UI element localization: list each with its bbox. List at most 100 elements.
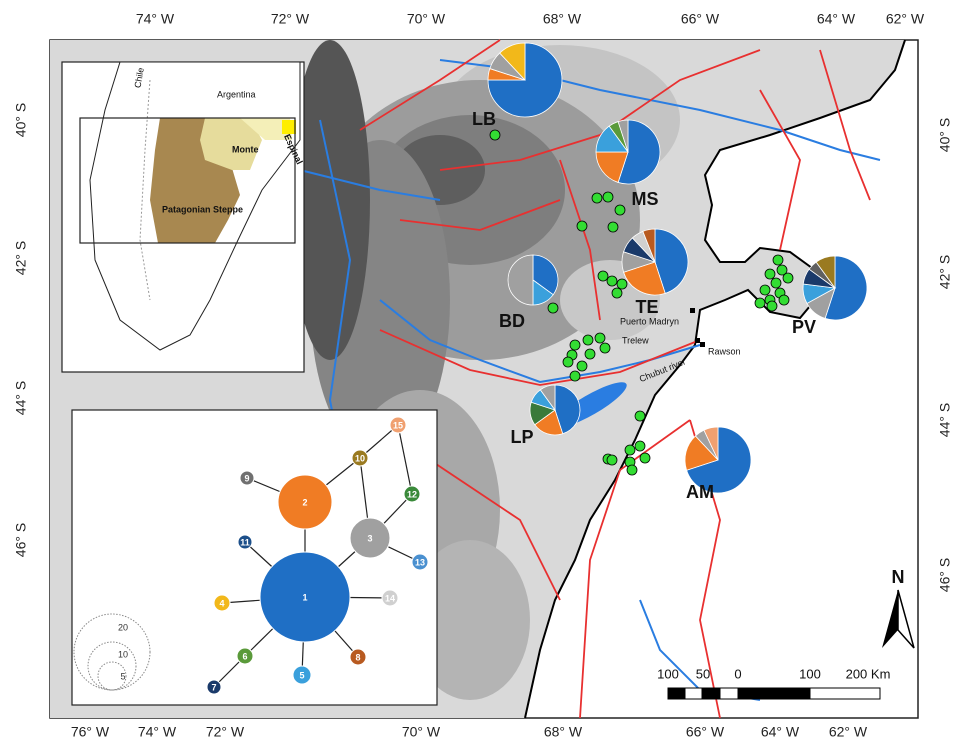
haplotype-label: 8 xyxy=(355,652,360,662)
map: LBMSTEBDPVLPAMPuerto MadrynTrelewRawsonC… xyxy=(0,0,970,748)
site-label: LP xyxy=(510,427,533,447)
size-legend-label: 5 xyxy=(120,671,125,681)
haplotype-label: 3 xyxy=(367,533,372,543)
city xyxy=(690,308,695,313)
sample-site xyxy=(755,298,765,308)
lon-label-bottom: 68° W xyxy=(544,724,583,740)
place-label: Puerto Madryn xyxy=(620,316,679,326)
sample-site xyxy=(548,303,558,313)
sample-site xyxy=(760,285,770,295)
sample-site xyxy=(600,343,610,353)
sample-site xyxy=(635,411,645,421)
inset-label: Monte xyxy=(232,144,259,154)
lat-label-left: 46° S xyxy=(13,523,29,557)
scale-label: 0 xyxy=(734,666,741,681)
lat-label-right: 44° S xyxy=(937,403,953,437)
sample-site xyxy=(617,279,627,289)
city xyxy=(700,342,705,347)
haplotype-label: 11 xyxy=(240,537,250,547)
sample-site xyxy=(607,455,617,465)
site-label: LB xyxy=(472,109,496,129)
scale-segment xyxy=(702,688,720,699)
lon-label-bottom: 66° W xyxy=(686,724,725,740)
lat-label-left: 44° S xyxy=(13,381,29,415)
lon-label-top: 64° W xyxy=(817,11,856,27)
sample-site xyxy=(577,361,587,371)
sample-site xyxy=(779,295,789,305)
scale-segment xyxy=(738,688,810,699)
sample-site xyxy=(771,278,781,288)
lon-label-top: 72° W xyxy=(271,11,310,27)
sample-site xyxy=(490,130,500,140)
north-label: N xyxy=(892,567,905,587)
haplotype-label: 12 xyxy=(407,489,417,499)
sample-site xyxy=(783,273,793,283)
scale-segment xyxy=(720,688,738,699)
haplotype-label: 7 xyxy=(211,682,216,692)
city xyxy=(695,338,700,343)
network-frame xyxy=(72,410,437,705)
lon-label-bottom: 62° W xyxy=(829,724,868,740)
highlight xyxy=(282,120,296,134)
sample-site xyxy=(598,271,608,281)
sample-site xyxy=(615,205,625,215)
haplotype-label: 14 xyxy=(385,593,395,603)
sample-site xyxy=(608,222,618,232)
lat-label-left: 40° S xyxy=(13,103,29,137)
lat-label-left: 42° S xyxy=(13,241,29,275)
sample-site xyxy=(570,371,580,381)
sample-site xyxy=(563,357,573,367)
sample-site xyxy=(640,453,650,463)
site-label: PV xyxy=(792,317,816,337)
sample-site xyxy=(627,465,637,475)
lon-label-bottom: 74° W xyxy=(138,724,177,740)
scale-segment xyxy=(810,688,880,699)
sample-site xyxy=(583,335,593,345)
lon-label-top: 66° W xyxy=(681,11,720,27)
haplotype-label: 10 xyxy=(355,453,365,463)
haplotype-label: 6 xyxy=(242,651,247,661)
lon-label-top: 74° W xyxy=(136,11,175,27)
scale-label: 100 xyxy=(657,666,679,681)
lon-label-top: 68° W xyxy=(543,11,582,27)
size-legend-label: 10 xyxy=(118,649,128,659)
sample-site xyxy=(603,192,613,202)
sample-site xyxy=(577,221,587,231)
inset-label: Argentina xyxy=(217,89,256,99)
haplotype-label: 4 xyxy=(219,598,224,608)
sample-site xyxy=(585,349,595,359)
lon-label-top: 62° W xyxy=(886,11,925,27)
haplotype-label: 2 xyxy=(302,497,307,507)
lat-label-right: 46° S xyxy=(937,558,953,592)
lon-label-bottom: 64° W xyxy=(761,724,800,740)
sample-site xyxy=(765,269,775,279)
site-label: TE xyxy=(635,297,658,317)
site-label: BD xyxy=(499,311,525,331)
haplotype-label: 5 xyxy=(299,670,304,680)
scale-segment xyxy=(685,688,702,699)
scale-label: 200 Km xyxy=(846,666,891,681)
sample-site xyxy=(570,340,580,350)
sample-site xyxy=(595,333,605,343)
lon-label-top: 70° W xyxy=(407,11,446,27)
haplotype-label: 15 xyxy=(393,420,403,430)
lat-label-right: 40° S xyxy=(937,118,953,152)
haplotype-label: 13 xyxy=(415,557,425,567)
sample-site xyxy=(607,276,617,286)
lat-label-right: 42° S xyxy=(937,255,953,289)
sample-site xyxy=(767,301,777,311)
scale-segment xyxy=(668,688,685,699)
size-legend-label: 20 xyxy=(118,622,128,632)
lon-label-bottom: 72° W xyxy=(206,724,245,740)
haplotype-label: 1 xyxy=(302,592,307,602)
lon-label-bottom: 76° W xyxy=(71,724,110,740)
sample-site xyxy=(592,193,602,203)
haplotype-label: 9 xyxy=(244,473,249,483)
sample-site xyxy=(612,288,622,298)
lon-label-bottom: 70° W xyxy=(402,724,441,740)
inset-label: Patagonian Steppe xyxy=(162,204,243,214)
sample-site xyxy=(773,255,783,265)
scale-label: 100 xyxy=(799,666,821,681)
site-label: MS xyxy=(632,189,659,209)
sample-site xyxy=(635,441,645,451)
